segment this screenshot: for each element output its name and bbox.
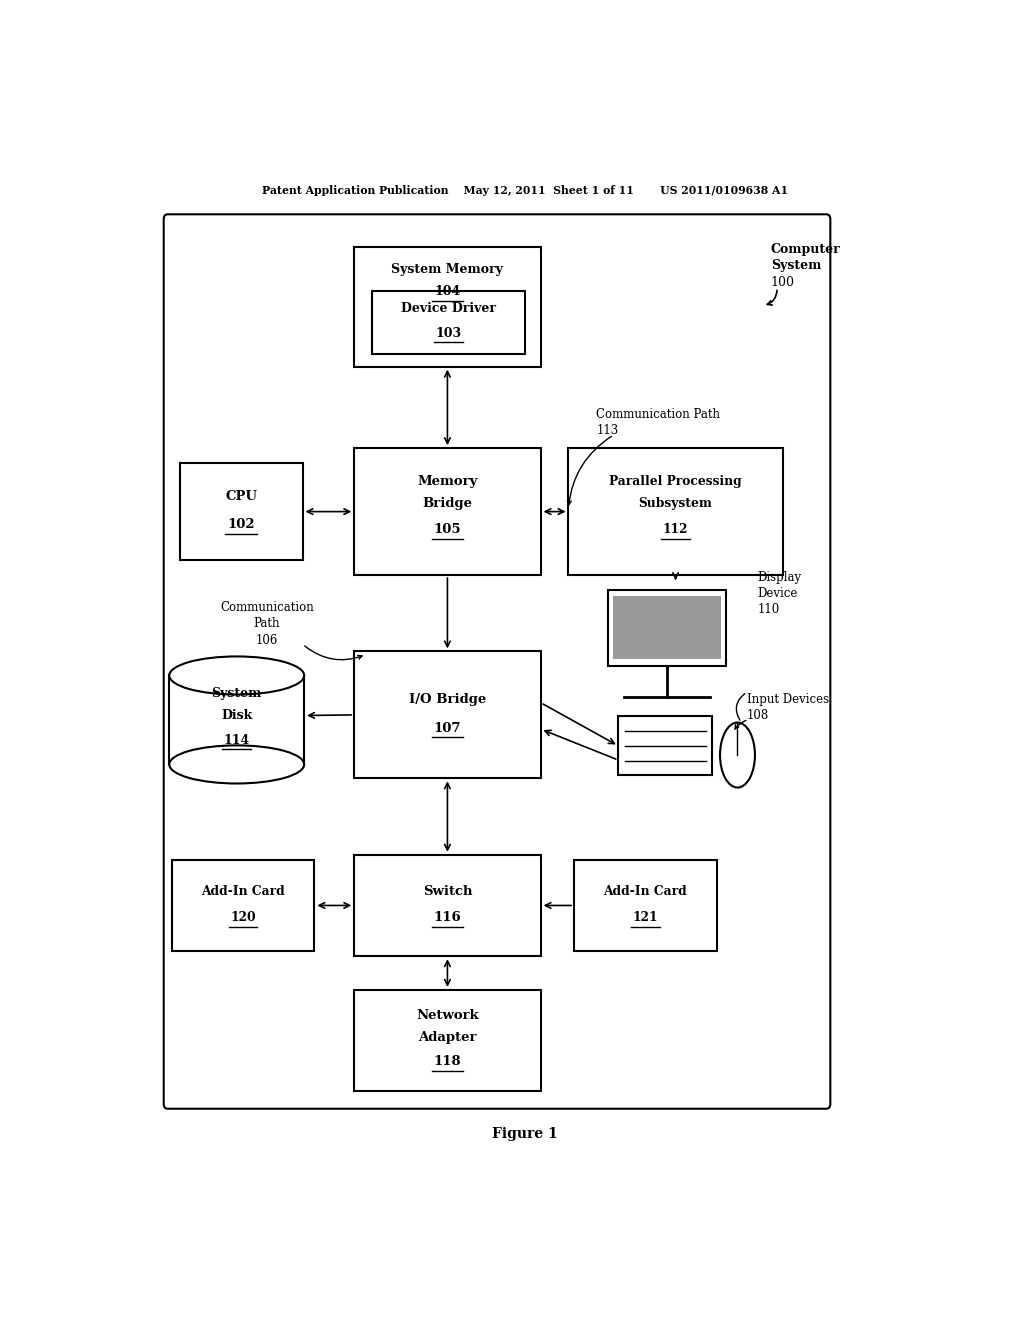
Bar xyxy=(354,447,541,576)
Text: 114: 114 xyxy=(223,734,250,747)
Ellipse shape xyxy=(720,722,755,788)
Text: 107: 107 xyxy=(434,722,461,735)
Text: Subsystem: Subsystem xyxy=(639,496,713,510)
Bar xyxy=(613,597,721,660)
Text: Network: Network xyxy=(416,1008,479,1022)
Text: System: System xyxy=(212,686,262,700)
Bar xyxy=(568,447,782,576)
Text: Path: Path xyxy=(254,618,281,631)
Text: 102: 102 xyxy=(227,519,255,532)
Text: Memory: Memory xyxy=(417,475,477,487)
Text: 106: 106 xyxy=(256,634,279,647)
Text: Device Driver: Device Driver xyxy=(401,302,496,315)
Bar xyxy=(574,859,717,952)
Bar xyxy=(179,463,303,560)
Text: Device: Device xyxy=(758,587,798,599)
Text: 120: 120 xyxy=(230,911,256,924)
Text: 113: 113 xyxy=(596,424,618,437)
Text: Input Devices: Input Devices xyxy=(748,693,829,706)
Text: 116: 116 xyxy=(433,911,461,924)
Text: Add-In Card: Add-In Card xyxy=(201,884,285,898)
Text: CPU: CPU xyxy=(225,490,257,503)
Bar xyxy=(172,859,314,952)
Text: 112: 112 xyxy=(663,524,688,536)
Text: I/O Bridge: I/O Bridge xyxy=(409,693,486,706)
Text: Patent Application Publication    May 12, 2011  Sheet 1 of 11       US 2011/0109: Patent Application Publication May 12, 2… xyxy=(262,185,787,197)
Bar xyxy=(169,676,304,764)
Text: Disk: Disk xyxy=(221,709,252,722)
Text: Switch: Switch xyxy=(423,884,472,898)
Ellipse shape xyxy=(169,746,304,784)
Text: Computer: Computer xyxy=(771,243,841,256)
Text: Display: Display xyxy=(758,570,802,583)
Text: 105: 105 xyxy=(433,524,461,536)
Text: Communication: Communication xyxy=(220,601,313,614)
Text: Figure 1: Figure 1 xyxy=(492,1127,558,1142)
Text: 104: 104 xyxy=(434,285,461,298)
Text: 121: 121 xyxy=(633,911,658,924)
Text: Add-In Card: Add-In Card xyxy=(603,884,687,898)
Text: System Memory: System Memory xyxy=(391,263,504,276)
Text: Communication Path: Communication Path xyxy=(596,408,720,421)
Bar xyxy=(354,854,541,956)
Text: 118: 118 xyxy=(433,1056,461,1068)
Text: 110: 110 xyxy=(758,603,779,616)
Text: 100: 100 xyxy=(771,276,795,289)
Bar xyxy=(354,247,541,367)
Text: System: System xyxy=(771,259,821,272)
Bar xyxy=(608,590,726,665)
Text: Bridge: Bridge xyxy=(423,496,472,510)
Text: 108: 108 xyxy=(748,709,769,722)
Text: Parallel Processing: Parallel Processing xyxy=(609,475,742,487)
Bar xyxy=(354,651,541,779)
Ellipse shape xyxy=(169,656,304,694)
Bar xyxy=(618,717,712,775)
Bar xyxy=(354,990,541,1092)
Text: Adapter: Adapter xyxy=(418,1031,477,1044)
Bar xyxy=(373,290,525,354)
Text: 103: 103 xyxy=(435,327,462,339)
